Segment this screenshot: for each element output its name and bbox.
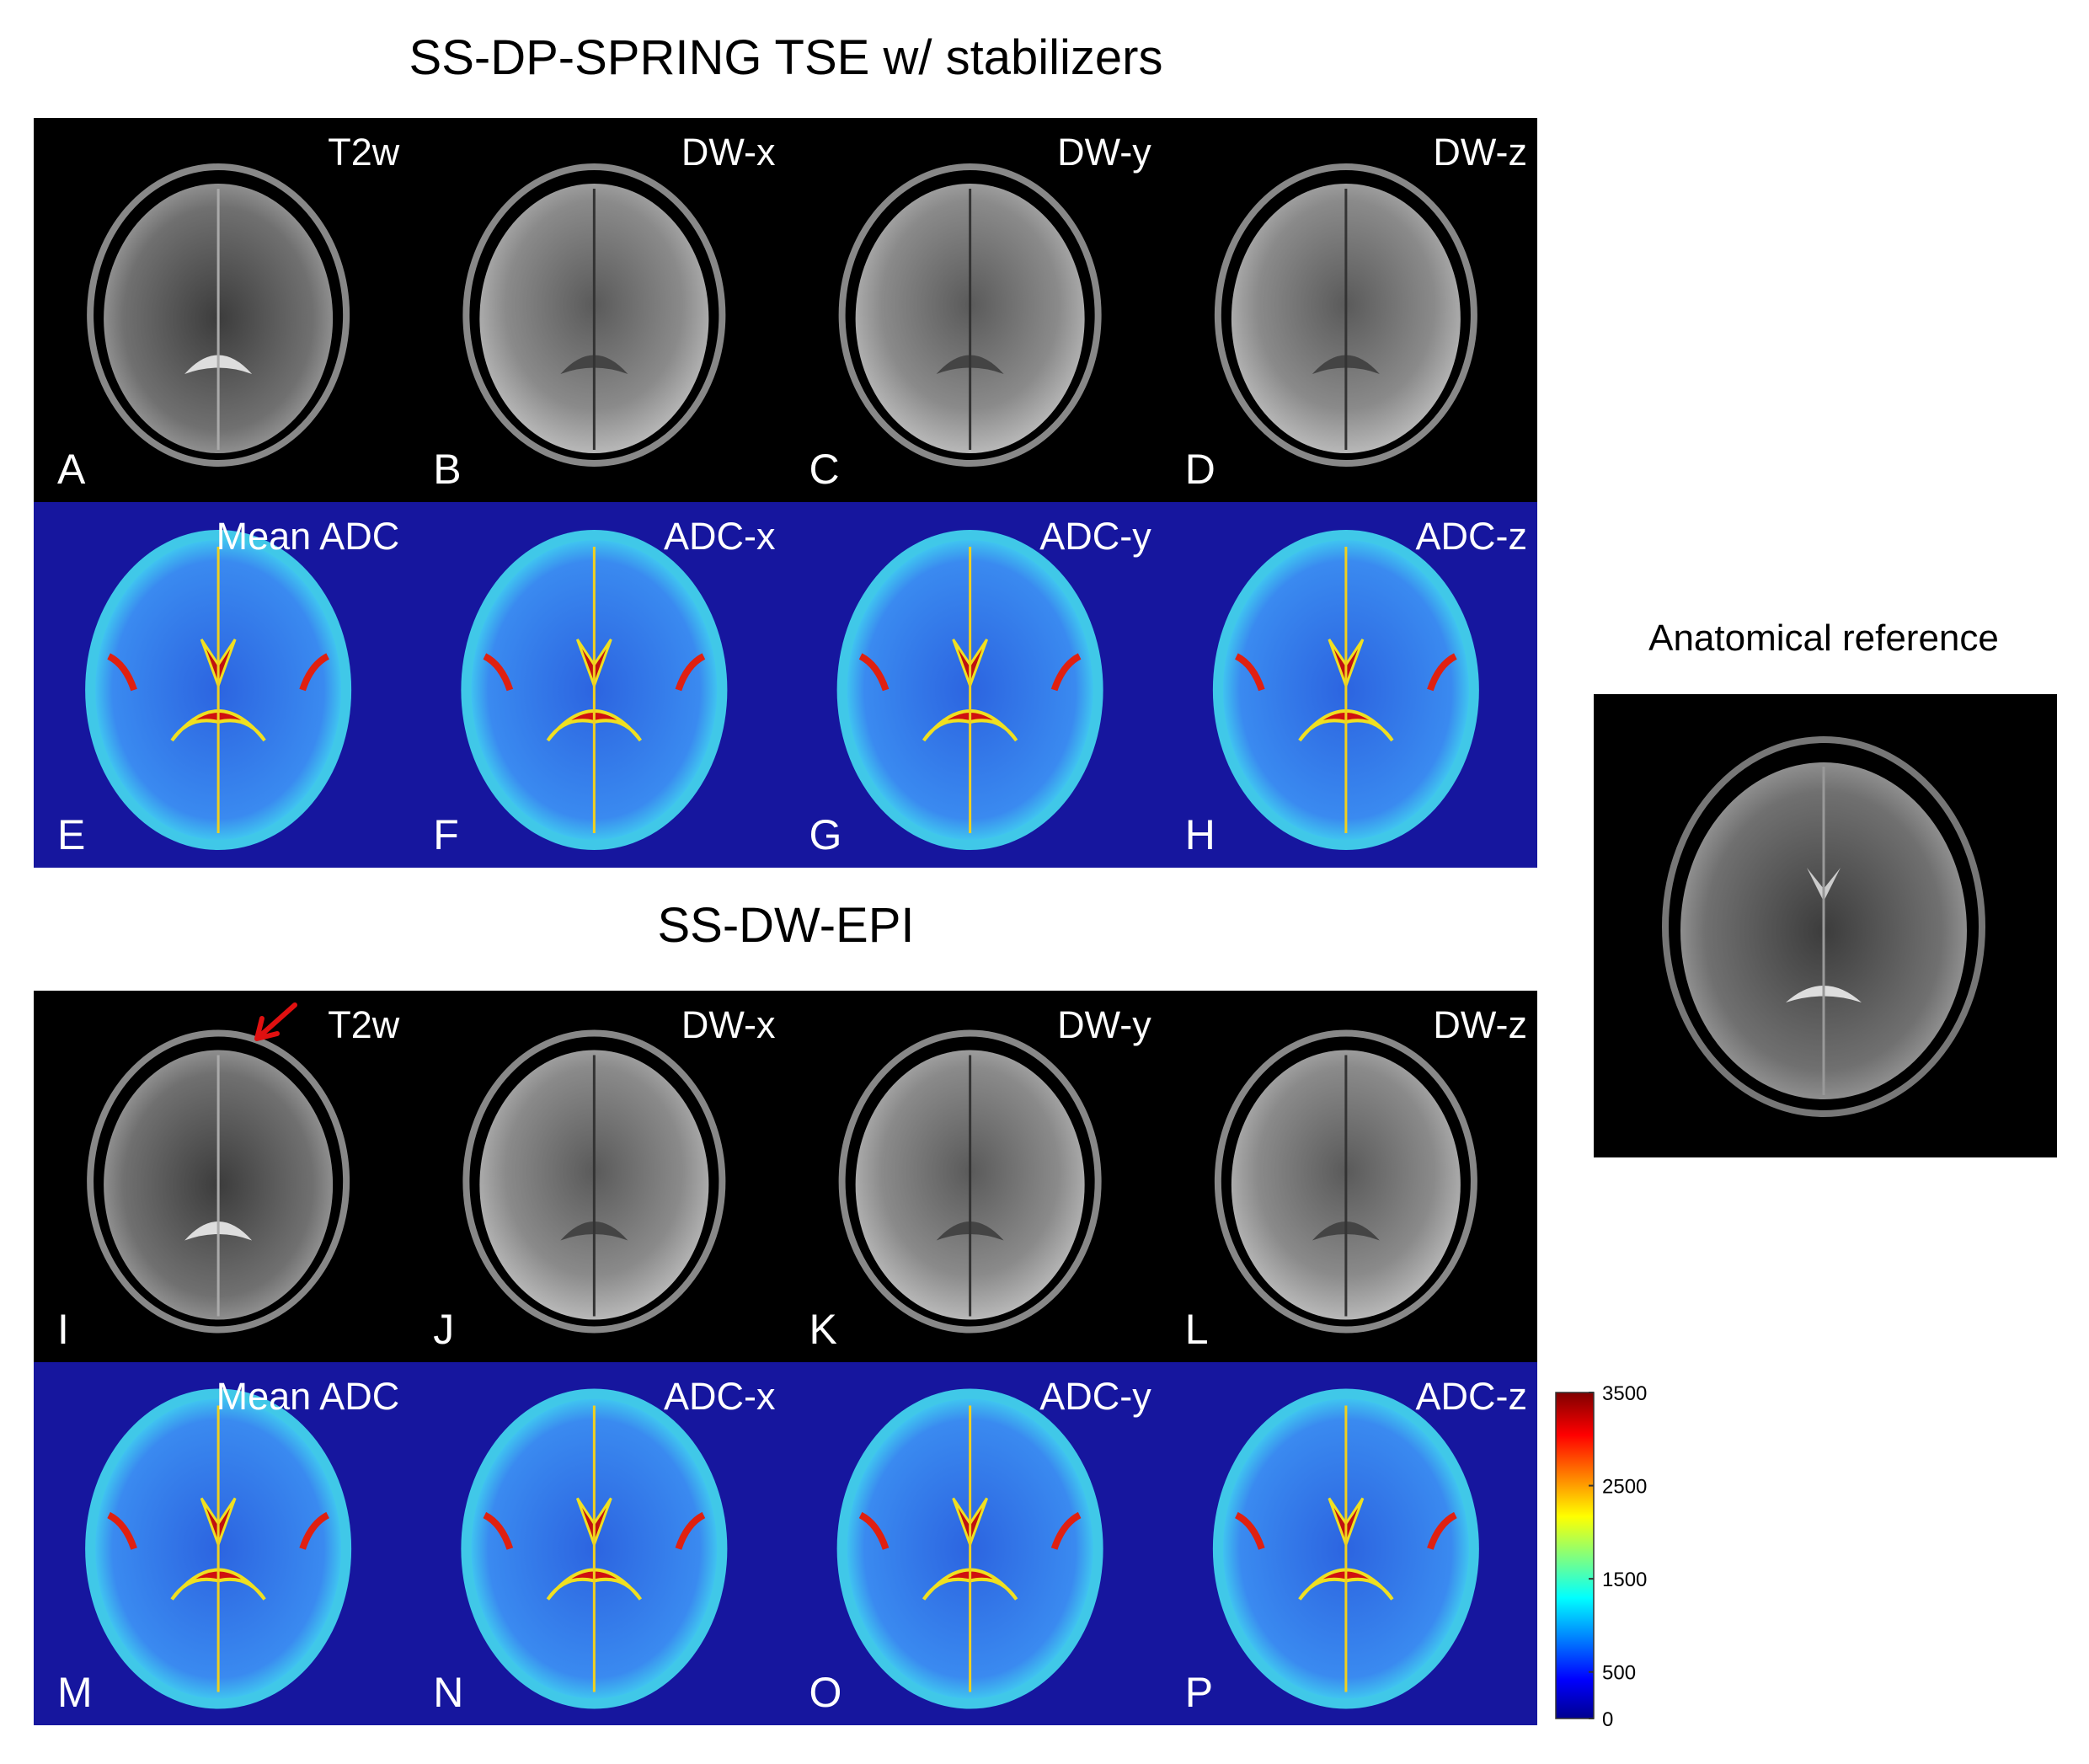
- panels: SS-DP-SPRING TSE w/ stabilizers T2w A DW-x B…: [34, 30, 1537, 1725]
- ventricle: [170, 1568, 266, 1601]
- arrow: [254, 1002, 297, 1041]
- panel-label: DW-y: [1057, 131, 1151, 174]
- panel-letter: P: [1185, 1669, 1213, 1716]
- brain-image: [1214, 163, 1477, 467]
- panel-label: DW-z: [1433, 1003, 1527, 1046]
- ventricle: [922, 709, 1018, 742]
- panel-letter: I: [57, 1306, 69, 1353]
- brain-image: [461, 530, 728, 850]
- panel-letter: D: [1185, 446, 1215, 493]
- colorbar-tick-label: 2500: [1602, 1476, 1647, 1499]
- skull: [1214, 163, 1477, 467]
- panel-letter: G: [809, 811, 842, 858]
- ventricle: [922, 1568, 1018, 1601]
- panel-letter: H: [1185, 811, 1215, 858]
- panel-letter: A: [57, 446, 86, 493]
- reference-image: [1594, 694, 2057, 1157]
- ventricle: [546, 1568, 643, 1601]
- skull: [87, 163, 350, 467]
- brain-image: [85, 530, 352, 850]
- skull: [462, 1029, 726, 1334]
- panel-letter: C: [809, 446, 840, 493]
- brain-image: [87, 1029, 350, 1334]
- panel-label: ADC-x: [664, 515, 776, 558]
- skull: [1214, 1029, 1477, 1334]
- brain-image: [838, 1029, 1102, 1334]
- panel-letter: F: [433, 811, 459, 858]
- brain-image: [836, 1388, 1103, 1709]
- ventricle: [170, 709, 266, 742]
- colorbar: [1555, 1392, 1595, 1719]
- panel-label: T2w: [328, 131, 400, 174]
- sulci: [1234, 653, 1457, 692]
- sulci: [107, 653, 330, 692]
- skull: [838, 1029, 1102, 1334]
- panel-letter: L: [1185, 1306, 1209, 1353]
- skull: [87, 1029, 350, 1334]
- colorbar-tick-label: 500: [1602, 1662, 1636, 1685]
- brain-image: [838, 163, 1102, 467]
- brain-image: [85, 1388, 352, 1709]
- panel-label: T2w: [328, 1003, 400, 1046]
- panel-label: DW-z: [1433, 131, 1527, 174]
- sulci: [858, 653, 1082, 692]
- section-title: SS-DW-EPI: [657, 898, 914, 953]
- panel-label: ADC-z: [1416, 515, 1528, 558]
- colorbar-tick-label: 3500: [1602, 1382, 1647, 1405]
- ventricle: [1298, 1568, 1394, 1601]
- sulci: [483, 1511, 706, 1550]
- panel-letter: J: [433, 1306, 454, 1353]
- panel-label: ADC-x: [664, 1375, 776, 1418]
- panel-label: DW-x: [681, 1003, 776, 1046]
- sulci: [858, 1511, 1082, 1550]
- panel-label: Mean ADC: [216, 1375, 400, 1418]
- sulci: [107, 1511, 330, 1550]
- skull: [838, 163, 1102, 467]
- colorbar-tick-label: 1500: [1602, 1569, 1647, 1591]
- panel-letter: M: [57, 1669, 93, 1716]
- brain-image: [462, 163, 726, 467]
- panel-letter: K: [809, 1306, 837, 1353]
- panel-label: ADC-z: [1416, 1375, 1528, 1418]
- ventricle: [1298, 709, 1394, 742]
- panel-label: ADC-y: [1039, 1375, 1151, 1418]
- brain-image: [836, 530, 1103, 850]
- sulci: [483, 653, 706, 692]
- reference-title: Anatomical reference: [1648, 617, 1999, 659]
- brain-image: [1214, 1029, 1477, 1334]
- panel-label: DW-x: [681, 131, 776, 174]
- section-title: SS-DP-SPRING TSE w/ stabilizers: [409, 30, 1163, 85]
- sulci: [1234, 1511, 1457, 1550]
- brain-image: [87, 163, 350, 467]
- brain-image: [1212, 530, 1479, 850]
- panel-letter: N: [433, 1669, 463, 1716]
- brain-image: [462, 1029, 726, 1334]
- brain-image: [1212, 1388, 1479, 1709]
- skull: [462, 163, 726, 467]
- panel-label: ADC-y: [1039, 515, 1151, 558]
- panel-letter: O: [809, 1669, 842, 1716]
- colorbar-tick-label: 0: [1602, 1708, 1613, 1731]
- panel-label: Mean ADC: [216, 515, 400, 558]
- brain-image: [461, 1388, 728, 1709]
- ventricle: [546, 709, 643, 742]
- panel-letter: B: [433, 446, 461, 493]
- panel-letter: E: [57, 811, 85, 858]
- panel-label: DW-y: [1057, 1003, 1151, 1046]
